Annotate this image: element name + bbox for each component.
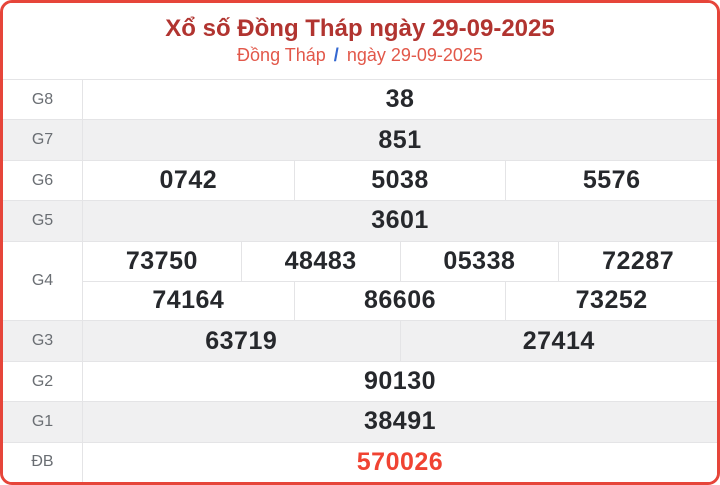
breadcrumb-date-link[interactable]: ngày 29-09-2025 <box>346 45 483 66</box>
prize-label: G8 <box>3 80 83 120</box>
breadcrumb-province-link[interactable]: Đồng Tháp <box>237 45 326 66</box>
prize-label: G1 <box>3 402 83 442</box>
prize-value: 90130 <box>363 367 437 396</box>
prize-label: G2 <box>3 361 83 402</box>
prize-subrow: 73750 48483 05338 72287 <box>83 241 717 282</box>
prize-value: 5576 <box>582 166 641 195</box>
prize-row-g7: G7 851 <box>3 120 717 161</box>
prize-row-g3: G3 63719 27414 <box>3 321 717 362</box>
prize-value: 05338 <box>401 241 560 281</box>
prize-row-g4: G4 73750 48483 05338 72287 74164 86606 7… <box>3 241 717 322</box>
prize-label: G6 <box>3 160 83 201</box>
prize-value: 48483 <box>242 241 401 281</box>
prize-label: G5 <box>3 201 83 241</box>
prize-value: 74164 <box>83 281 295 321</box>
prize-row-g5: G5 3601 <box>3 201 717 242</box>
breadcrumb-separator: / <box>333 45 339 66</box>
card-header: Xổ số Đồng Tháp ngày 29-09-2025 Đồng Thá… <box>3 3 717 80</box>
results-table: G8 38 G7 851 G6 0742 5038 5576 G5 3601 <box>3 80 717 482</box>
prize-row-g8: G8 38 <box>3 80 717 121</box>
special-prize-value: 570026 <box>356 447 444 476</box>
prize-value: 27414 <box>522 326 595 355</box>
prize-value: 73252 <box>575 286 648 315</box>
prize-value: 5038 <box>295 160 507 201</box>
prize-label: G3 <box>3 321 83 361</box>
prize-value: 72287 <box>602 246 675 275</box>
prize-label: G7 <box>3 120 83 160</box>
prize-value: 63719 <box>83 321 401 361</box>
prize-value: 86606 <box>295 281 507 321</box>
prize-value: 38 <box>385 85 415 114</box>
prize-label: G4 <box>3 241 83 321</box>
prize-value: 851 <box>378 125 422 154</box>
prize-row-g1: G1 38491 <box>3 402 717 443</box>
prize-row-g6: G6 0742 5038 5576 <box>3 160 717 202</box>
page-title: Xổ số Đồng Tháp ngày 29-09-2025 <box>165 14 555 42</box>
prize-label: ĐB <box>3 442 83 482</box>
prize-value: 0742 <box>83 160 295 201</box>
prize-value: 38491 <box>363 407 437 436</box>
prize-subrow: 74164 86606 73252 <box>83 281 717 321</box>
prize-row-g2: G2 90130 <box>3 361 717 403</box>
prize-row-db: ĐB 570026 <box>3 442 717 482</box>
prize-value: 3601 <box>371 206 429 235</box>
breadcrumb: Đồng Tháp / ngày 29-09-2025 <box>237 45 483 66</box>
prize-value: 73750 <box>83 241 242 281</box>
